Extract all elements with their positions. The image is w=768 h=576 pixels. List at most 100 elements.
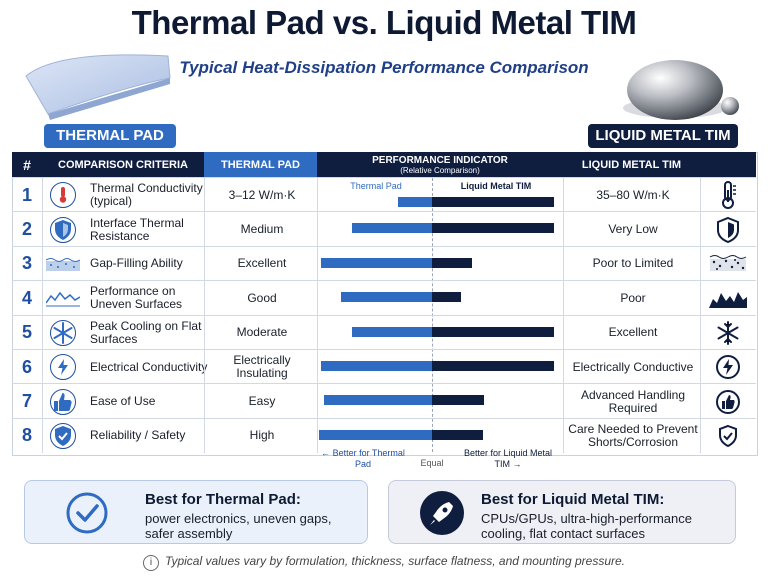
criteria-snowflake-icon	[46, 316, 80, 350]
card-pad-text: power electronics, uneven gaps, safer as…	[145, 511, 332, 541]
legend-better-liquid-metal: Better for Liquid Metal TIM →	[460, 448, 556, 470]
bar-liquid-metal	[432, 197, 554, 207]
criteria-thumbs-up-icon	[46, 384, 80, 418]
table-row: 5 Peak Cooling on Flat Surfaces Moderate Ex…	[12, 314, 756, 350]
info-icon: i	[143, 555, 159, 571]
row-shield-icon	[702, 212, 754, 246]
liquid-metal-value: 35–80 W/m·K	[596, 187, 670, 202]
row-thumbs-up-icon	[702, 384, 754, 418]
card-best-thermal-pad: Best for Thermal Pad: power electronics,…	[24, 480, 368, 544]
thermal-pad-image	[25, 54, 171, 120]
row-surface-icon	[702, 247, 754, 281]
page-title: Thermal Pad vs. Liquid Metal TIM	[131, 4, 637, 41]
header-thermal-pad: THERMAL PAD	[204, 152, 317, 177]
footnote-text: Typical values vary by formulation, thic…	[165, 554, 625, 568]
uneven-surface-icon	[709, 292, 747, 309]
rocket-icon	[420, 491, 464, 535]
criteria-label: Gap-Filling Ability	[90, 256, 183, 271]
thermal-pad-tag: THERMAL PAD	[44, 124, 176, 148]
thermal-pad-value: Moderate	[236, 325, 288, 340]
column-divider	[700, 177, 701, 453]
bar-liquid-metal	[432, 292, 462, 303]
column-divider	[317, 177, 318, 453]
shield-check-icon	[719, 424, 737, 448]
header-criteria: COMPARISON CRITERIA	[42, 152, 204, 177]
liquid-metal-value: Poor to Limited	[592, 256, 674, 271]
bar-thermal-pad	[340, 292, 432, 303]
criteria-label: Performance on Uneven Surfaces	[90, 284, 183, 312]
bar-liquid-metal	[432, 257, 473, 268]
legend-better-thermal-pad: ← Better for Thermal Pad	[318, 448, 408, 470]
check-circle-icon	[66, 492, 108, 534]
thermal-pad-value: 3–12 W/m·K	[228, 187, 296, 202]
criteria-icon-badge	[50, 319, 76, 346]
row-uneven-surface-icon	[702, 281, 754, 315]
criteria-surface-icon	[46, 247, 80, 281]
column-divider	[42, 177, 43, 453]
card-pad-title: Best for Thermal Pad:	[145, 491, 301, 508]
row-thermometer-icon	[702, 178, 754, 212]
row-number: 3	[21, 253, 32, 274]
criteria-label: Ease of Use	[90, 394, 156, 409]
criteria-icon-badge	[50, 388, 76, 415]
liquid-metal-value: Poor	[620, 290, 646, 305]
table-row: 8 Reliability / Safety High Care Needed to …	[12, 417, 756, 453]
thermal-pad-value: High	[249, 428, 275, 443]
footnote: i Typical values vary by formulation, thi…	[0, 554, 768, 571]
bar-liquid-metal	[432, 361, 554, 371]
liquid-metal-value: Electrically Conductive	[572, 359, 694, 374]
row-snowflake-icon	[702, 316, 754, 350]
legend-equal: Equal	[420, 458, 444, 468]
thermal-pad-value: Electrically Insulating	[233, 353, 291, 381]
liquid-metal-value: Excellent	[608, 325, 658, 340]
legend-right-text: Better for Liquid Metal TIM	[463, 448, 553, 469]
table-row: 7 Ease of Use Easy Advanced Handling Requir…	[12, 383, 756, 417]
row-shield-check-icon	[702, 419, 754, 453]
legend-left-arrow-icon: ←	[321, 448, 331, 458]
row-number: 2	[21, 219, 32, 240]
criteria-label: Electrical Conductivity	[90, 359, 208, 374]
card-lm-text: CPUs/GPUs, ultra-high-performance coolin…	[481, 511, 692, 541]
surface-icon	[709, 254, 747, 271]
row-number: 4	[21, 287, 32, 308]
criteria-uneven-surface-icon	[46, 281, 80, 315]
row-number: 8	[21, 425, 32, 446]
criteria-label: Interface Thermal Resistance	[90, 215, 184, 243]
table-row: 3 Gap-Filling Ability Excellent Poor to Lim…	[12, 245, 756, 281]
criteria-label: Peak Cooling on Flat Surfaces	[90, 318, 202, 346]
liquid-metal-image	[623, 60, 739, 120]
lightning-icon	[716, 355, 740, 380]
thermal-pad-value: Excellent	[237, 256, 287, 271]
liquid-metal-tag: LIQUID METAL TIM	[588, 124, 738, 148]
table-row: 4 Performance on Uneven Surfaces Good Poor	[12, 280, 756, 314]
column-divider	[563, 177, 564, 453]
thermal-pad-value: Easy	[248, 394, 276, 409]
criteria-lightning-icon	[46, 350, 80, 384]
card-best-liquid-metal: Best for Liquid Metal TIM: CPUs/GPUs, ul…	[388, 480, 736, 544]
bar-thermal-pad	[319, 429, 432, 440]
thermal-pad-value: Good	[247, 290, 277, 305]
criteria-shield-icon	[46, 212, 80, 246]
bar-liquid-metal	[432, 395, 485, 406]
bar-thermal-pad	[323, 395, 432, 406]
bar-label-liquid-metal: Liquid Metal TIM	[460, 181, 532, 191]
row-number: 5	[21, 322, 32, 343]
legend-left-text: Better for Thermal Pad	[332, 448, 405, 469]
criteria-icon-badge	[50, 354, 76, 381]
shield-icon	[717, 216, 739, 243]
criteria-shield-check-icon	[46, 419, 80, 453]
header-liquid-metal: LIQUID METAL TIM	[563, 152, 700, 177]
row-number: 7	[21, 391, 32, 412]
table-row: 2 Interface Thermal Resistance Medium Very …	[12, 211, 756, 245]
liquid-metal-value: Very Low	[608, 222, 658, 237]
row-number: 1	[21, 184, 32, 205]
thermal-pad-value: Medium	[240, 222, 284, 237]
thermometer-icon	[722, 181, 736, 210]
bar-thermal-pad	[397, 197, 432, 207]
header-num: #	[12, 152, 42, 177]
row-number: 6	[21, 356, 32, 377]
table-row: 1 Thermal Conductivity (typical) 3–12 W/m·…	[12, 177, 756, 211]
liquid-metal-value: Advanced Handling Required	[580, 387, 686, 415]
criteria-label: Reliability / Safety	[90, 428, 186, 443]
column-divider	[204, 177, 205, 453]
